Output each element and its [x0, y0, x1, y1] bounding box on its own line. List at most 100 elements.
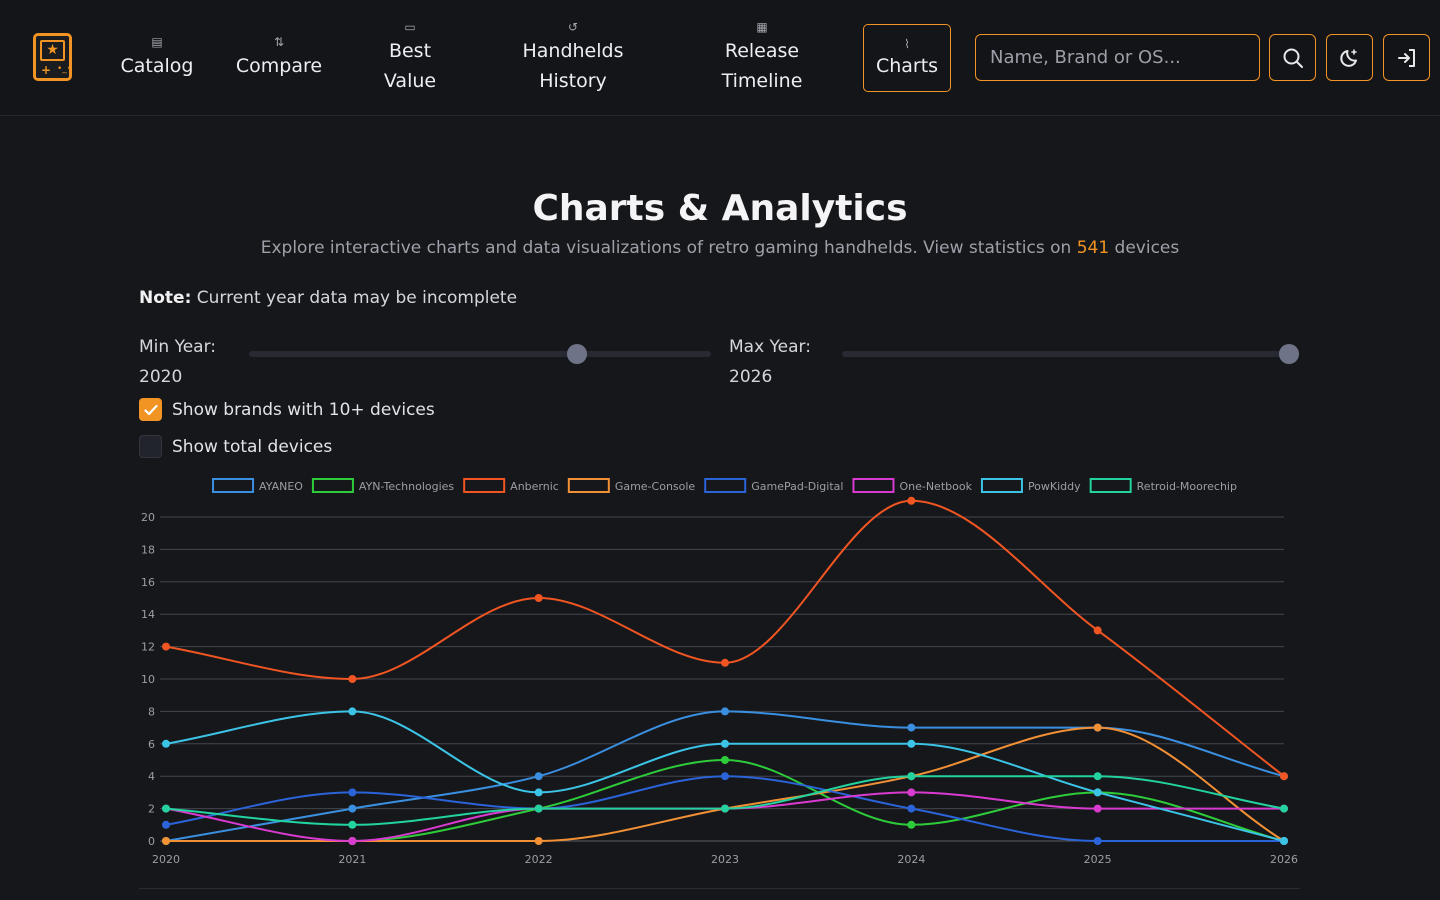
login-icon	[1397, 48, 1415, 67]
show-brands-toggle[interactable]: Show brands with 10+ devices	[139, 398, 435, 421]
legend-swatch	[852, 478, 895, 493]
x-tick-label: 2025	[1084, 853, 1112, 866]
x-tick-label: 2020	[152, 853, 180, 866]
subtitle-suffix: devices	[1114, 238, 1180, 258]
nav-handhelds-history[interactable]: ↺ Handhelds History	[513, 0, 633, 116]
logo-buttons-icon: •_•	[57, 64, 73, 74]
show-brands-checkbox[interactable]	[139, 398, 162, 421]
series-line	[165, 791, 1284, 843]
legend-swatch	[311, 478, 354, 493]
data-point	[721, 804, 729, 813]
data-point	[534, 788, 543, 797]
top-navigation-bar: ★ + •_• ▤ Catalog ⇅ Compare ▭ Best Value…	[0, 0, 1440, 116]
y-tick-label: 16	[141, 576, 155, 589]
y-tick-label: 14	[141, 608, 155, 621]
data-note: Note: Current year data may be incomplet…	[139, 288, 517, 308]
legend-swatch	[212, 478, 255, 493]
chart-icon: ⌇	[904, 37, 910, 51]
legend-label: Game-Console	[615, 480, 696, 493]
legend-swatch	[704, 478, 747, 493]
moon-icon	[1339, 48, 1357, 67]
min-year-slider-handle[interactable]	[567, 344, 588, 364]
data-point	[907, 739, 916, 748]
nav-charts[interactable]: ⌇ Charts	[863, 24, 951, 92]
y-axis-ticks: 0 2 4 6 8 10 12 14 16 18 20	[141, 511, 155, 848]
nav-compare[interactable]: ⇅ Compare	[232, 0, 326, 116]
series-line	[165, 775, 1285, 826]
legend-label: AYANEO	[259, 480, 303, 493]
nav-catalog[interactable]: ▤ Catalog	[118, 0, 196, 116]
x-tick-label: 2022	[525, 853, 553, 866]
data-point	[1280, 837, 1288, 845]
x-tick-label: 2023	[711, 853, 739, 866]
data-point	[1093, 837, 1102, 845]
x-axis-ticks: 2020 2021 2022 2023 2024 2025 2026	[152, 853, 1298, 866]
data-point	[907, 820, 916, 829]
search-button[interactable]	[1269, 34, 1316, 81]
data-point	[534, 772, 543, 781]
data-point	[721, 658, 729, 667]
nav-best-value-label: Best Value	[383, 40, 437, 92]
data-point	[907, 788, 916, 797]
data-point	[721, 756, 729, 764]
history-icon: ↺	[567, 20, 579, 34]
legend-label: One-Netbook	[899, 480, 972, 493]
legend-label: Retroid-Moorechip	[1137, 480, 1237, 493]
data-point	[162, 804, 170, 813]
y-tick-label: 2	[148, 803, 155, 816]
legend-swatch	[1089, 478, 1132, 493]
y-tick-label: 12	[141, 641, 155, 654]
max-year-label: Max Year:	[729, 337, 811, 357]
legend-swatch	[463, 478, 506, 493]
min-year-label: Min Year:	[139, 337, 216, 357]
series-line	[165, 758, 1285, 843]
nav-best-value[interactable]: ▭ Best Value	[370, 0, 450, 116]
max-year-slider[interactable]	[842, 344, 1299, 364]
y-tick-label: 20	[141, 511, 155, 524]
data-point	[162, 820, 170, 829]
y-tick-label: 18	[141, 543, 155, 556]
search-input[interactable]	[975, 34, 1260, 81]
note-label: Note:	[139, 288, 192, 308]
show-total-checkbox[interactable]	[139, 435, 162, 458]
nav-charts-label: Charts	[875, 55, 939, 77]
data-point	[348, 837, 357, 845]
data-point	[348, 707, 357, 716]
data-point	[534, 837, 543, 845]
min-year-value: 2020	[139, 367, 183, 387]
legend-label: Anbernic	[510, 480, 559, 493]
data-point	[907, 723, 916, 732]
y-tick-label: 8	[148, 705, 155, 718]
chart-data-points	[162, 496, 1288, 845]
data-point	[1093, 723, 1102, 732]
x-tick-label: 2026	[1270, 853, 1298, 866]
y-tick-label: 6	[148, 738, 155, 751]
search-icon	[1283, 48, 1303, 68]
data-point	[348, 804, 357, 813]
theme-toggle-button[interactable]	[1326, 34, 1373, 81]
logo-star-icon: ★	[40, 40, 65, 61]
min-year-slider[interactable]	[249, 344, 711, 364]
data-point	[534, 594, 543, 602]
subtitle-text: Explore interactive charts and data visu…	[260, 238, 1072, 258]
data-point	[162, 642, 170, 651]
data-point	[1093, 626, 1102, 635]
data-point	[721, 772, 729, 781]
handheld-logo-icon[interactable]: ★ + •_•	[33, 33, 72, 81]
chart-series-lines	[165, 499, 1285, 843]
value-icon: ▭	[404, 20, 416, 34]
show-total-toggle[interactable]: Show total devices	[139, 435, 332, 458]
legend-swatch	[980, 478, 1023, 493]
series-line	[165, 499, 1285, 777]
data-point	[1093, 804, 1102, 813]
y-tick-label: 0	[148, 835, 155, 848]
brands-line-chart: AYANEO AYN-Technologies Anbernic Game-Conso…	[141, 478, 1298, 866]
x-tick-label: 2024	[897, 853, 925, 866]
compare-icon: ⇅	[273, 35, 285, 49]
login-button[interactable]	[1383, 34, 1430, 81]
show-brands-label: Show brands with 10+ devices	[172, 399, 435, 420]
max-year-slider-handle[interactable]	[1279, 344, 1299, 364]
nav-release-timeline[interactable]: ▦ Release Timeline	[712, 0, 812, 116]
data-point	[721, 707, 729, 716]
nav-compare-label: Compare	[235, 55, 323, 77]
